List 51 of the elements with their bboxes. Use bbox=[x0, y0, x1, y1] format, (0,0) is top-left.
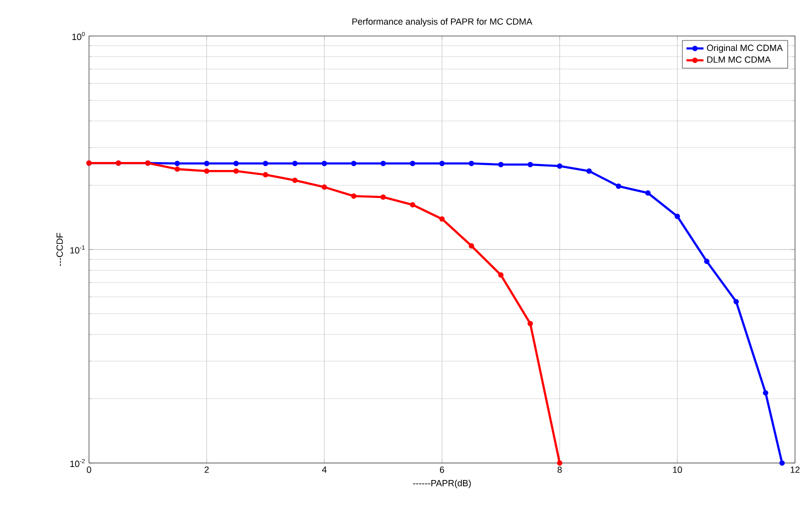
point bbox=[733, 298, 739, 304]
point bbox=[704, 258, 710, 264]
point bbox=[762, 390, 768, 396]
x-tick-label: 6 bbox=[440, 466, 444, 473]
point bbox=[498, 272, 504, 278]
point bbox=[322, 160, 328, 166]
x-tick-label: 12 bbox=[790, 466, 800, 473]
y-tick-label: 10$^{-1}$ bbox=[70, 246, 85, 254]
point bbox=[322, 184, 328, 190]
point bbox=[292, 160, 298, 166]
point bbox=[410, 202, 416, 208]
point bbox=[528, 320, 533, 326]
chart-title: Performance analysis of PAPR for MC CDMA bbox=[352, 18, 532, 26]
point bbox=[380, 160, 386, 166]
legend-label: Original MC CDMA bbox=[706, 44, 783, 53]
point bbox=[498, 162, 504, 168]
x-tick-label: 0 bbox=[86, 466, 92, 473]
legend-label: DLM MC CDMA bbox=[707, 56, 771, 63]
point bbox=[674, 214, 680, 220]
x-tick-label: 8 bbox=[558, 466, 562, 473]
x-tick-label: 4 bbox=[322, 466, 327, 473]
point bbox=[645, 190, 651, 196]
y-axis-title: ---CCDF bbox=[56, 232, 63, 266]
point bbox=[262, 172, 268, 178]
point bbox=[410, 160, 416, 166]
point bbox=[351, 160, 356, 166]
point bbox=[233, 160, 239, 166]
point bbox=[174, 166, 180, 172]
point bbox=[779, 460, 785, 466]
x-axis-title: ------PAPR(dB) bbox=[413, 480, 471, 488]
point bbox=[439, 216, 445, 222]
point bbox=[262, 160, 268, 166]
x-tick-label: 10 bbox=[673, 466, 682, 473]
point bbox=[556, 163, 562, 169]
point bbox=[204, 160, 210, 166]
point bbox=[174, 160, 180, 166]
y-tick-label: 10$^{0}$ bbox=[72, 32, 85, 40]
point bbox=[468, 243, 474, 249]
point bbox=[292, 178, 298, 183]
point bbox=[233, 168, 239, 174]
point bbox=[204, 168, 210, 174]
point bbox=[439, 160, 445, 166]
point bbox=[586, 168, 592, 174]
point bbox=[468, 160, 474, 166]
point bbox=[556, 460, 562, 466]
y-tick-label: 10$^{-2}$ bbox=[70, 458, 85, 468]
point bbox=[616, 183, 622, 189]
point bbox=[351, 193, 356, 199]
point bbox=[528, 162, 533, 168]
x-tick-label: 2 bbox=[204, 466, 209, 473]
point bbox=[380, 194, 386, 200]
